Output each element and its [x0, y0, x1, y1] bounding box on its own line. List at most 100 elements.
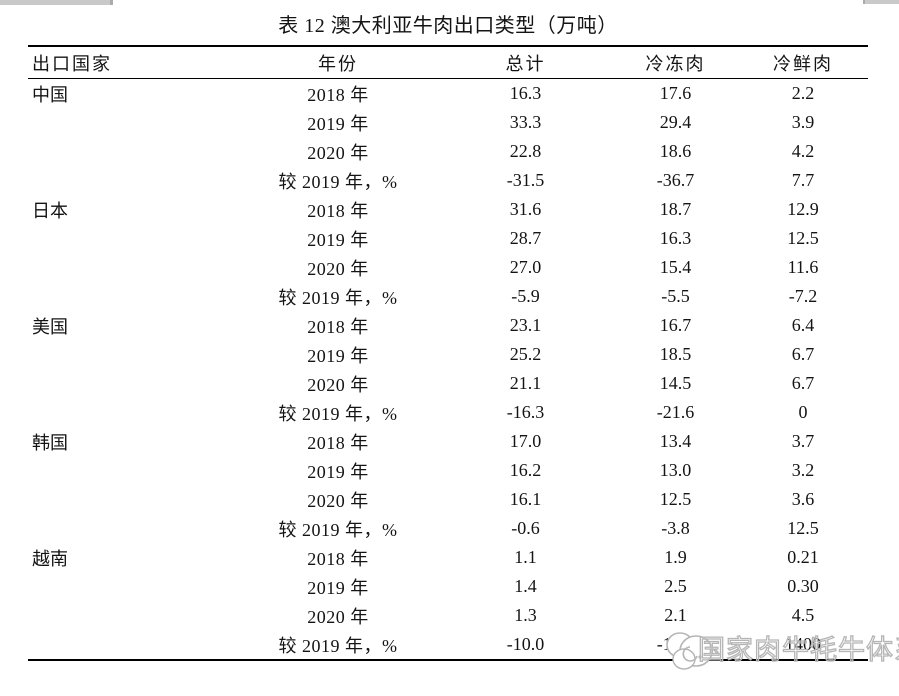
country-cell — [28, 166, 238, 195]
total-cell: -31.5 — [506, 170, 545, 190]
frozen-cell: -5.5 — [661, 286, 690, 306]
country-cell — [28, 572, 238, 601]
frozen-cell: 1.9 — [664, 547, 687, 567]
chilled-cell: 2.2 — [791, 83, 815, 103]
total-cell: -10.0 — [506, 634, 545, 654]
table-row: 2019 年 1.4 2.5 0.30 — [28, 572, 868, 601]
table-row: 较 2019 年，% -5.9 -5.5 -7.2 — [28, 282, 868, 311]
frozen-cell: 18.6 — [659, 141, 692, 161]
year-cell: 2018 年 — [307, 316, 369, 337]
country-cell — [28, 601, 238, 630]
column-header-2: 总计 — [438, 46, 613, 79]
frozen-cell: 16.3 — [659, 228, 692, 248]
chilled-cell: 3.2 — [791, 460, 815, 480]
year-cell: 2019 年 — [307, 113, 369, 134]
frozen-cell: 13.4 — [659, 431, 692, 451]
table-row: 较 2019 年，% -10.0 -16.0 1400 — [28, 630, 868, 660]
country-cell — [28, 514, 238, 543]
table-row: 中国 2018 年 16.3 17.6 2.2 — [28, 79, 868, 109]
frozen-cell: -16.0 — [656, 634, 695, 654]
country-cell — [28, 137, 238, 166]
year-cell: 2020 年 — [307, 374, 369, 395]
total-cell: 16.1 — [509, 489, 542, 509]
year-cell: 2019 年 — [307, 577, 369, 598]
frozen-cell: 15.4 — [659, 257, 692, 277]
frozen-cell: -36.7 — [656, 170, 695, 190]
year-cell: 2020 年 — [307, 606, 369, 627]
column-header-1: 年份 — [238, 46, 438, 79]
chilled-cell: 6.7 — [791, 373, 815, 393]
year-cell: 2018 年 — [307, 548, 369, 569]
chilled-cell: 6.7 — [791, 344, 815, 364]
chilled-cell: 11.6 — [787, 257, 819, 277]
beef-export-table: 出口国家 年份 总计 冷冻肉 冷鲜肉 中国 2018 年 16.3 17.6 2.2 2019 年… — [28, 45, 868, 661]
country-cell: 韩国 — [32, 432, 68, 453]
year-cell: 较 2019 年，% — [278, 403, 398, 424]
total-cell: 16.3 — [509, 83, 542, 103]
total-cell: -5.9 — [511, 286, 540, 306]
table-row: 较 2019 年，% -16.3 -21.6 0 — [28, 398, 868, 427]
total-cell: 27.0 — [509, 257, 542, 277]
country-cell: 中国 — [32, 84, 68, 105]
chilled-cell: 0.21 — [787, 547, 819, 567]
frozen-cell: -3.8 — [661, 518, 690, 538]
frozen-cell: 14.5 — [659, 373, 692, 393]
frozen-cell: 16.7 — [659, 315, 692, 335]
chilled-cell: 12.5 — [787, 518, 819, 538]
frozen-cell: 2.1 — [664, 605, 687, 625]
frozen-cell: -21.6 — [656, 402, 695, 422]
total-cell: 31.6 — [509, 199, 542, 219]
total-cell: 23.1 — [509, 315, 542, 335]
year-cell: 2019 年 — [307, 345, 369, 366]
country-cell: 越南 — [32, 548, 68, 569]
year-cell: 2019 年 — [307, 229, 369, 250]
year-cell: 2020 年 — [307, 142, 369, 163]
total-cell: 28.7 — [509, 228, 542, 248]
table-row: 2020 年 22.8 18.6 4.2 — [28, 137, 868, 166]
frozen-cell: 2.5 — [664, 576, 687, 596]
column-header-0: 出口国家 — [28, 46, 238, 79]
country-cell: 日本 — [32, 200, 68, 221]
frozen-cell: 13.0 — [659, 460, 692, 480]
total-cell: 1.1 — [514, 547, 537, 567]
chilled-cell: -7.2 — [788, 286, 818, 306]
table-row: 越南 2018 年 1.1 1.9 0.21 — [28, 543, 868, 572]
country-cell — [28, 282, 238, 311]
chilled-cell: 4.2 — [791, 141, 815, 161]
total-cell: 1.3 — [514, 605, 537, 625]
table-row: 2020 年 1.3 2.1 4.5 — [28, 601, 868, 630]
total-cell: -16.3 — [506, 402, 545, 422]
total-cell: -0.6 — [511, 518, 540, 538]
country-cell — [28, 253, 238, 282]
table-row: 2019 年 16.2 13.0 3.2 — [28, 456, 868, 485]
table-header-row: 出口国家 年份 总计 冷冻肉 冷鲜肉 — [28, 46, 868, 79]
year-cell: 2020 年 — [307, 490, 369, 511]
chilled-cell: 3.7 — [791, 431, 815, 451]
country-cell — [28, 398, 238, 427]
year-cell: 2019 年 — [307, 461, 369, 482]
country-cell — [28, 485, 238, 514]
table-row: 韩国 2018 年 17.0 13.4 3.7 — [28, 427, 868, 456]
frozen-cell: 17.6 — [659, 83, 692, 103]
country-cell — [28, 340, 238, 369]
total-cell: 1.4 — [514, 576, 537, 596]
total-cell: 25.2 — [509, 344, 542, 364]
chilled-cell: 7.7 — [791, 170, 815, 190]
year-cell: 较 2019 年，% — [278, 519, 398, 540]
frozen-cell: 12.5 — [659, 489, 692, 509]
table-row: 2019 年 25.2 18.5 6.7 — [28, 340, 868, 369]
year-cell: 较 2019 年，% — [278, 171, 398, 192]
table-title: 表 12 澳大利亚牛肉出口类型（万吨） — [278, 15, 618, 37]
table-row: 2019 年 28.7 16.3 12.5 — [28, 224, 868, 253]
year-cell: 2020 年 — [307, 258, 369, 279]
country-cell — [28, 456, 238, 485]
column-header-4: 冷鲜肉 — [738, 46, 868, 79]
chilled-cell: 12.9 — [787, 199, 819, 219]
total-cell: 21.1 — [509, 373, 542, 393]
year-cell: 较 2019 年，% — [278, 287, 398, 308]
chilled-cell: 0.30 — [787, 576, 819, 596]
chilled-cell: 4.5 — [791, 605, 815, 625]
chilled-cell: 3.9 — [791, 112, 815, 132]
year-cell: 2018 年 — [307, 432, 369, 453]
